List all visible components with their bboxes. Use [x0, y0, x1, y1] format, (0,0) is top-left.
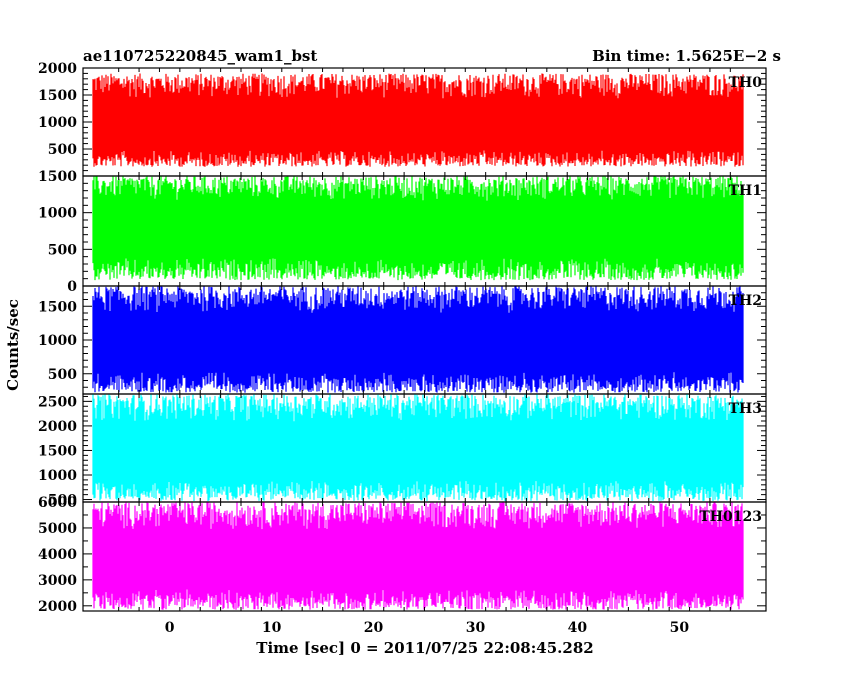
y-tick-label: 500	[48, 367, 77, 383]
series-th2	[92, 286, 744, 393]
x-axis-label: Time [sec] 0 = 2011/07/25 22:08:45.282	[256, 639, 593, 657]
y-tick-label: 500	[48, 142, 77, 158]
y-tick-label: 4000	[38, 547, 77, 563]
y-tick-label: 5000	[38, 521, 77, 537]
y-tick-label: 3000	[38, 573, 77, 589]
x-tick-label: 10	[262, 620, 282, 636]
series-th1	[92, 176, 744, 281]
x-tick-label: 40	[568, 620, 588, 636]
y-tick-label: 1000	[38, 468, 77, 484]
x-tick-label: 0	[165, 620, 175, 636]
y-tick-label: 2000	[38, 61, 77, 77]
y-tick-label: 1500	[38, 88, 77, 104]
y-tick-label: 2000	[38, 419, 77, 435]
series-th3	[92, 394, 744, 501]
series-th0	[92, 73, 744, 167]
y-tick-label: 1000	[38, 115, 77, 131]
y-tick-label: 1000	[38, 333, 77, 349]
x-tick-label: 50	[670, 620, 690, 636]
panel-label-th2: TH2	[729, 293, 762, 309]
y-tick-label: 0	[67, 279, 77, 295]
series-th0123	[92, 502, 744, 610]
y-tick-label: 1000	[38, 206, 77, 222]
panel-label-th0123: TH0123	[699, 509, 762, 525]
y-tick-label: 6000	[38, 495, 77, 511]
y-tick-label: 1500	[38, 299, 77, 315]
panel-label-th1: TH1	[729, 183, 762, 199]
y-axis-label: Counts/sec	[4, 299, 22, 391]
x-tick-label: 20	[364, 620, 384, 636]
panel-label-th3: TH3	[729, 401, 762, 417]
y-tick-label: 1500	[38, 169, 77, 185]
y-tick-label: 2000	[38, 599, 77, 615]
y-tick-label: 2500	[38, 394, 77, 410]
panels: 500100015002000TH0050010001500TH15001000…	[38, 61, 767, 636]
bin-time-label: Bin time: 1.5625E−2 s	[592, 47, 781, 65]
panel-label-th0: TH0	[729, 75, 763, 91]
y-tick-label: 1500	[38, 443, 77, 459]
x-tick-label: 30	[466, 620, 486, 636]
plot-title: ae110725220845_wam1_bst	[83, 47, 317, 65]
y-tick-label: 500	[48, 493, 77, 509]
y-tick-label: 500	[48, 242, 77, 258]
